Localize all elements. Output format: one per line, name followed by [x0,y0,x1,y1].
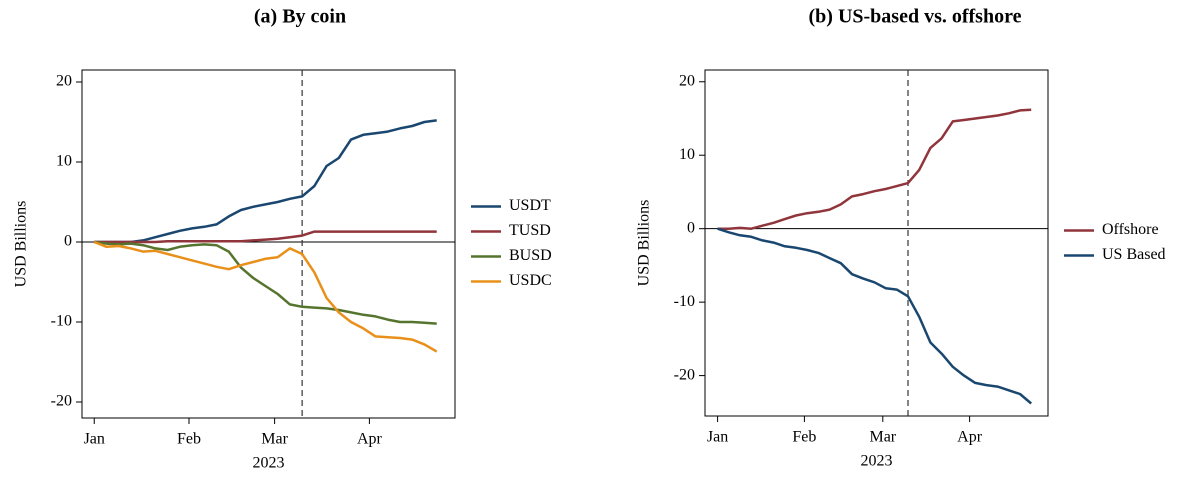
y-tick-label: 0 [64,233,72,250]
y-tick-label: 20 [679,72,695,89]
y-tick-label: 10 [56,153,72,170]
legend-label: US Based [1102,246,1166,263]
series-line [93,240,438,353]
x-axis-label: 2023 [253,455,285,472]
x-tick-label: Jan [707,429,728,446]
plot-frame [81,69,456,419]
legend-label: BUSD [509,247,552,264]
y-axis-label: USD Billions [13,201,30,288]
x-tick-label: Feb [177,431,201,448]
y-axis-label: USD Billions [636,200,653,287]
series-line [717,227,1033,405]
legend-label: USDC [509,272,552,289]
x-axis-label: 2023 [861,453,893,470]
y-tick-label: -20 [51,393,72,410]
x-tick-label: Apr [357,431,383,448]
legend-label: USDT [509,197,551,214]
chart-title: (a) By coin [254,6,346,28]
series-line [717,108,1032,230]
y-tick-label: 20 [56,73,72,90]
series-line [94,230,437,244]
y-tick-label: 10 [679,146,695,163]
x-tick-label: Feb [792,429,816,446]
x-tick-label: Apr [957,429,983,446]
x-tick-label: Mar [869,429,896,446]
y-tick-label: 0 [687,219,695,236]
chart-title: (b) US-based vs. offshore [809,6,1022,28]
legend-label: Offshore [1102,221,1159,238]
series-line [94,119,437,244]
legend-label: TUSD [509,222,551,239]
x-tick-label: Mar [261,431,288,448]
plot-frame [704,69,1049,417]
y-tick-label: -20 [674,366,695,383]
y-tick-label: -10 [51,313,72,330]
series-line [94,240,437,325]
y-tick-label: -10 [674,293,695,310]
x-tick-label: Jan [84,431,105,448]
